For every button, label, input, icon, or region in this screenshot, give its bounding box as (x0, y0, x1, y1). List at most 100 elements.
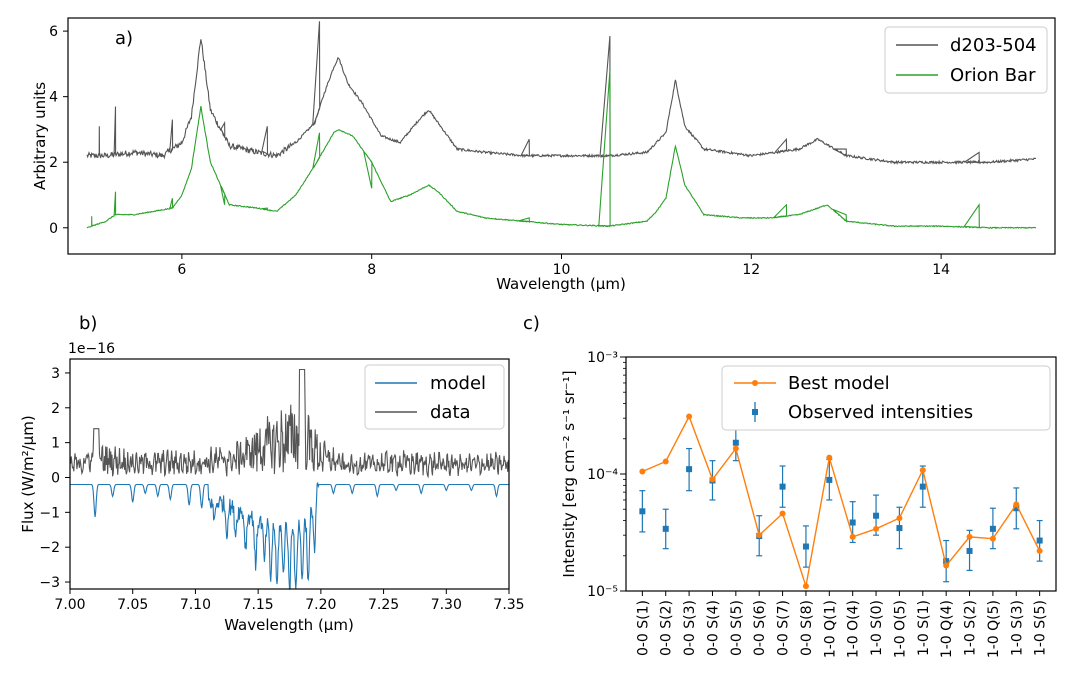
panel-c-xtick-label: 0-0 S(2) (659, 600, 675, 656)
panel-b-xtick-label: 7.00 (54, 597, 85, 613)
panel-c-model-point (709, 476, 716, 483)
panel-a-legend-label-0: d203-504 (950, 35, 1037, 56)
panel-b-series-line-1 (69, 368, 510, 479)
panel-c-legend: Best model Observed intensities (721, 365, 1051, 431)
panel-b-ytick-label: 1 (51, 436, 60, 452)
panel-c-legend-marker-0 (752, 380, 758, 386)
panel-a-legend-label-1: Orion Bar (950, 65, 1036, 86)
panel-c-ylabel: Intensity [erg cm⁻² s⁻¹ sr⁻¹] (560, 370, 578, 577)
panel-c-legend-marker-1 (752, 409, 758, 415)
panel-c-observed-point (1036, 537, 1043, 544)
panel-c-observed-point (802, 543, 809, 550)
panel-c-model-point (732, 445, 739, 452)
panel-b-ytick-label: −3 (39, 575, 60, 591)
panel-b-xtick-label: 7.10 (180, 597, 211, 613)
panel-a-ytick-label: 2 (49, 155, 58, 171)
panel-c-tag: c) (523, 313, 540, 334)
panel-a-xtick-label: 6 (177, 262, 186, 278)
panel-c-model-point (943, 562, 950, 569)
panel-b-xtick-label: 7.35 (493, 597, 524, 613)
panel-c-model-point (802, 583, 809, 590)
panel-c-observed-point (989, 525, 996, 532)
panel-c-xtick-label: 0-0 S(8) (799, 600, 815, 656)
panel-c-model-point (756, 532, 763, 539)
panel-c-xtick-label: 0-0 S(5) (729, 600, 745, 656)
panel-c-ytick-label: 10⁻⁴ (587, 467, 618, 483)
panel-c-model-point (849, 533, 856, 540)
panel-a-ylabel: Arbitrary units (31, 82, 49, 190)
panel-b-ytick-label: 3 (51, 366, 60, 382)
panel-a-xtick-label: 10 (553, 262, 571, 278)
panel-c-observed-point (662, 525, 669, 532)
panel-c-model-point (919, 467, 926, 474)
panel-c-model-point (826, 454, 833, 461)
panel-c-observed-point (896, 525, 903, 532)
panel-c-xtick-label: 1-0 Q(4) (939, 600, 955, 658)
panel-c-observed-point (849, 519, 856, 526)
panel-b-legend-box (364, 364, 505, 430)
panel-c-observed-point (779, 483, 786, 490)
panel-b-xtick-label: 7.20 (305, 597, 336, 613)
panel-b-tag: b) (79, 313, 97, 334)
panel-c-model-point (1013, 501, 1020, 508)
panel-c-xtick-label: 0-0 S(1) (635, 600, 651, 656)
panel-c-xtick-label: 1-0 S(1) (916, 600, 932, 656)
panel-c-model-point (686, 413, 693, 420)
panel-a-ytick-label: 4 (49, 90, 58, 106)
panel-c-xtick-label: 1-0 S(3) (1009, 600, 1025, 656)
panel-b-ytick-label: 0 (51, 470, 60, 486)
panel-c-xtick-label: 0-0 S(4) (705, 600, 721, 656)
panel-b-xtick-label: 7.25 (368, 597, 399, 613)
panel-b-legend: model data (364, 364, 505, 430)
panel-c-observed-point (919, 483, 926, 490)
panel-c-model-point (896, 515, 903, 522)
panel-c-observed-point (943, 558, 950, 565)
panel-c-model-point (1036, 547, 1043, 554)
panel-c-xtick-label: 1-0 S(5) (1033, 600, 1049, 656)
panel-c-ytick-label: 10⁻³ (587, 350, 618, 366)
panel-a-ytick-label: 0 (49, 221, 58, 237)
panel-b-xtick-label: 7.30 (431, 597, 462, 613)
panel-b-ytick-label: −1 (39, 505, 60, 521)
panel-a-series-line-0 (86, 21, 1037, 165)
panel-c-xtick-label: 1-0 Q(5) (986, 600, 1002, 658)
panel-c-legend-label-1: Observed intensities (788, 402, 973, 423)
panel-b-series-line-0 (70, 481, 509, 591)
panel-a-ytick-label: 6 (49, 24, 58, 40)
panel-a-legend-box (884, 26, 1048, 94)
panel-c-observed-point (966, 547, 973, 554)
panel-c-xtick-label: 1-0 O(4) (846, 600, 862, 658)
panel-a-legend: d203-504 Orion Bar (884, 26, 1048, 94)
panel-c-ytick-label: 10⁻⁵ (587, 584, 618, 600)
panel-c-observed-point (686, 466, 693, 473)
panel-c-observed-point (1013, 505, 1020, 512)
panel-b-frame (69, 358, 510, 590)
panel-b-xlabel: Wavelength (μm) (224, 616, 354, 634)
panel-b-offset-label: 1e−16 (68, 341, 115, 357)
panel-b-legend-label-1: data (430, 402, 471, 423)
panel-c-model-point (779, 510, 786, 517)
panel-c-xtick-label: 1-0 S(2) (963, 600, 979, 656)
panel-c-model-point (966, 533, 973, 540)
panel-c-model-point (639, 468, 646, 475)
panel-c-model-line (642, 414, 1041, 587)
panel-a-xlabel: Wavelength (μm) (496, 275, 626, 293)
panel-c-xtick-label: 0-0 S(3) (682, 600, 698, 656)
panel-a: a) Wavelength (μm) Arbitrary units 6 8 10 1… (31, 17, 1056, 293)
panel-a-xtick-label: 12 (742, 262, 760, 278)
panel-c-model-point (662, 458, 669, 465)
panel-a-xtick-label: 8 (367, 262, 376, 278)
panel-b-ytick-label: 2 (51, 401, 60, 417)
panel-c-observed-point (732, 439, 739, 446)
panel-b-xtick-label: 7.15 (243, 597, 274, 613)
panel-c-xtick-label: 1-0 Q(1) (822, 600, 838, 658)
panel-c-xtick-label: 0-0 S(7) (776, 600, 792, 656)
panel-c-model-point (989, 535, 996, 542)
panel-c-observed-point (873, 512, 880, 519)
panel-b-ylabel: Flux (W/m²/μm) (19, 415, 37, 532)
panel-c-observed-point (639, 508, 646, 515)
panel-b-legend-label-0: model (430, 373, 486, 394)
panel-c-observed-point (826, 476, 833, 483)
panel-c-xtick-label: 1-0 S(0) (869, 600, 885, 656)
